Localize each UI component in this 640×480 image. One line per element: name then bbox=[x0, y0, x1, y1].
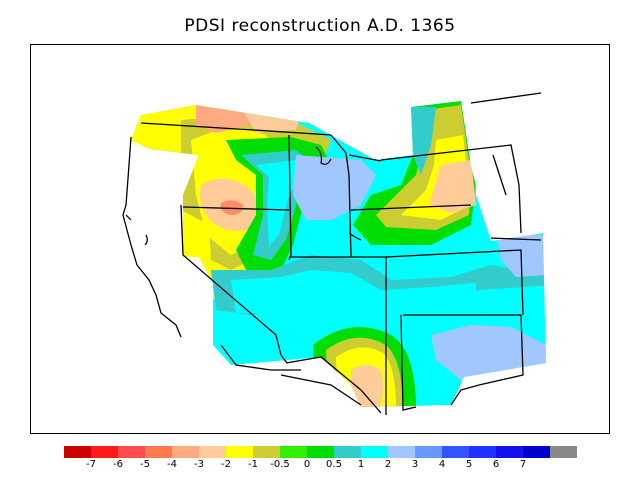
colorbar-swatch bbox=[64, 446, 91, 458]
colorbar-swatch bbox=[523, 446, 550, 458]
colorbar-swatch bbox=[496, 446, 523, 458]
map-title: PDSI reconstruction A.D. 1365 bbox=[184, 16, 456, 36]
colorbar-swatch bbox=[91, 446, 118, 458]
colorbar-tick-label: -5 bbox=[140, 459, 150, 470]
colorbar-swatch bbox=[145, 446, 172, 458]
colorbar-swatch bbox=[550, 446, 577, 458]
colorbar-swatch bbox=[415, 446, 442, 458]
colorbar-swatch bbox=[307, 446, 334, 458]
colorbar bbox=[64, 446, 577, 458]
colorbar-tick-label: 3 bbox=[411, 459, 419, 470]
colorbar-swatch bbox=[226, 446, 253, 458]
colorbar-tick-label: 6 bbox=[492, 459, 500, 470]
boundary-lines bbox=[122, 92, 542, 415]
colorbar-tick-label: -3 bbox=[194, 459, 204, 470]
colorbar-swatch bbox=[199, 446, 226, 458]
colorbar-swatch bbox=[361, 446, 388, 458]
colorbar-tick-label: -0.5 bbox=[270, 459, 290, 470]
map-frame bbox=[30, 44, 610, 434]
colorbar-tick-label: -2 bbox=[221, 459, 231, 470]
colorbar-swatch bbox=[334, 446, 361, 458]
colorbar-swatch bbox=[172, 446, 199, 458]
colorbar-tick-label: 2 bbox=[384, 459, 392, 470]
colorbar-tick-label: -1 bbox=[248, 459, 258, 470]
colorbar-tick-label: 0 bbox=[303, 459, 311, 470]
colorbar-tick-label: 5 bbox=[465, 459, 473, 470]
colorbar-tick-label: 1 bbox=[357, 459, 365, 470]
colorbar-ticks: -7 -6 -5 -4 -3 -2 -1 -0.5 0 0.5 1 2 3 4 5 6 7 bbox=[64, 458, 577, 476]
colorbar-tick-label: 4 bbox=[438, 459, 446, 470]
colorbar-swatch bbox=[253, 446, 280, 458]
colorbar-tick-label: 0.5 bbox=[326, 459, 342, 470]
colorbar-swatch bbox=[469, 446, 496, 458]
colorbar-swatch bbox=[442, 446, 469, 458]
lakes bbox=[125, 146, 362, 246]
pdsi-map bbox=[122, 92, 546, 415]
colorbar-tick-label: 7 bbox=[519, 459, 527, 470]
white-unfilled-region bbox=[471, 95, 543, 241]
colorbar-tick-label: -6 bbox=[113, 459, 123, 470]
colorbar-swatch bbox=[118, 446, 145, 458]
colorbar-tick-label: -4 bbox=[167, 459, 177, 470]
colorbar-tick-label: -7 bbox=[86, 459, 96, 470]
colorbar-swatch bbox=[280, 446, 307, 458]
colorbar-swatch bbox=[388, 446, 415, 458]
